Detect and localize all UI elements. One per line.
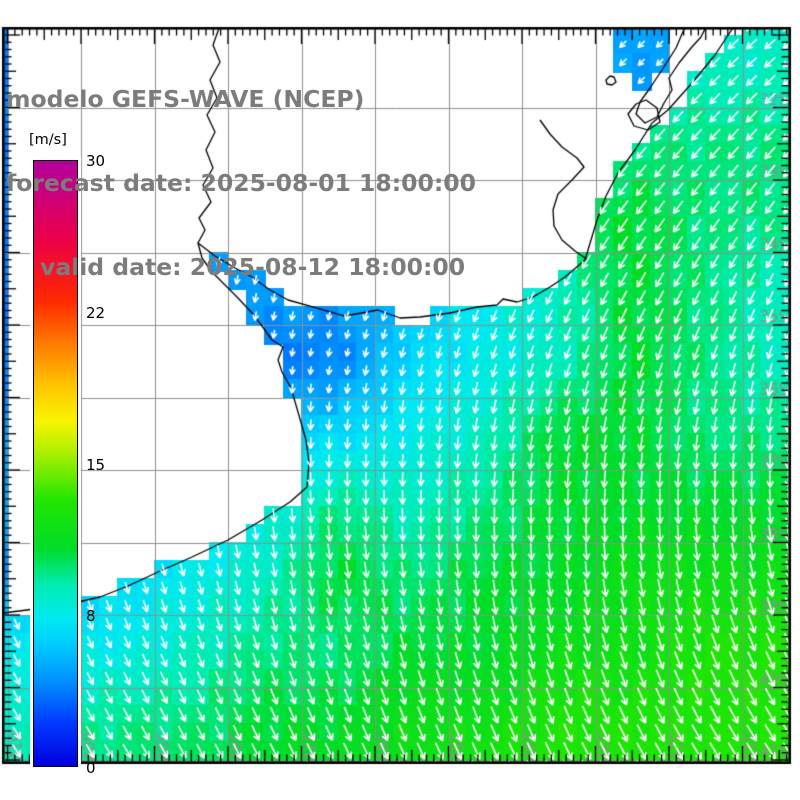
colorbar-tick-label: 15 bbox=[86, 455, 106, 474]
colorbar-tick-label: 30 bbox=[86, 152, 106, 170]
model-title: modelo GEFS-WAVE (NCEP) bbox=[6, 85, 365, 113]
colorbar-tick-label: 8 bbox=[86, 607, 96, 626]
colorbar-gradient bbox=[33, 160, 78, 767]
colorbar-unit-label: [m/s] bbox=[29, 132, 67, 148]
title-block: modelo GEFS-WAVE (NCEP) forecast date: 2… bbox=[6, 29, 476, 337]
colorbar-tick-label: 22 bbox=[86, 303, 106, 322]
colorbar-tick-label: 0 bbox=[86, 759, 96, 777]
forecast-date-label: forecast date: 2025-08-01 18:00:00 bbox=[6, 169, 476, 197]
colorbar-tick-labels: 30 22 15 8 0 bbox=[86, 152, 126, 777]
valid-date-label: valid date: 2025-08-12 18:00:00 bbox=[40, 253, 466, 281]
